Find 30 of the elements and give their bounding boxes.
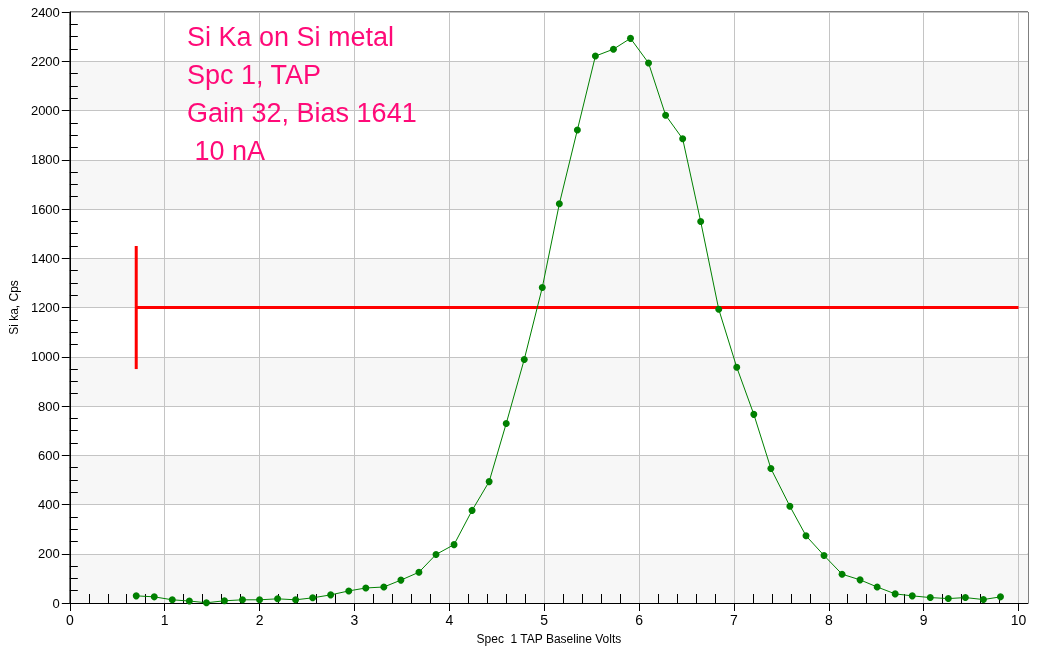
annotation: Gain 32, Bias 1641 [187, 97, 417, 128]
y-tick-label: 2200 [30, 53, 60, 69]
x-tick-label: 9 [919, 612, 928, 628]
x-tick-label: 1 [160, 612, 169, 628]
y-tick-label: 1600 [30, 201, 60, 217]
y-tick-label: 2000 [30, 103, 60, 118]
y-tick-label: 1800 [30, 152, 60, 168]
y-tick-label: 0 [52, 595, 60, 611]
annotation: Si Ka on Si metal [187, 21, 395, 52]
y-axis-title: Si ka, Cps [7, 280, 21, 335]
y-tick-label: 800 [38, 398, 60, 414]
annotation: 10 nA [187, 135, 266, 166]
x-tick-label: 6 [635, 612, 644, 628]
x-tick-label: 3 [350, 612, 359, 628]
y-tick-label: 1400 [30, 250, 60, 266]
y-tick-label: 1000 [30, 349, 60, 365]
x-axis-title: Spec 1 TAP Baseline Volts [476, 632, 622, 646]
y-tick-label: 1200 [30, 300, 60, 315]
annotation: Spc 1, TAP [187, 59, 322, 90]
y-tick-label: 400 [38, 497, 60, 512]
y-tick-label: 600 [38, 447, 60, 463]
x-tick-label: 8 [824, 612, 833, 628]
x-tick-label: 0 [65, 612, 74, 628]
x-tick-label: 2 [255, 612, 264, 628]
y-tick-label: 2400 [30, 4, 60, 20]
x-tick-label: 5 [540, 612, 549, 628]
x-tick-label: 7 [730, 612, 739, 628]
x-tick-label: 10 [1010, 612, 1027, 628]
y-tick-label: 200 [38, 546, 60, 562]
x-tick-label: 4 [445, 612, 454, 628]
